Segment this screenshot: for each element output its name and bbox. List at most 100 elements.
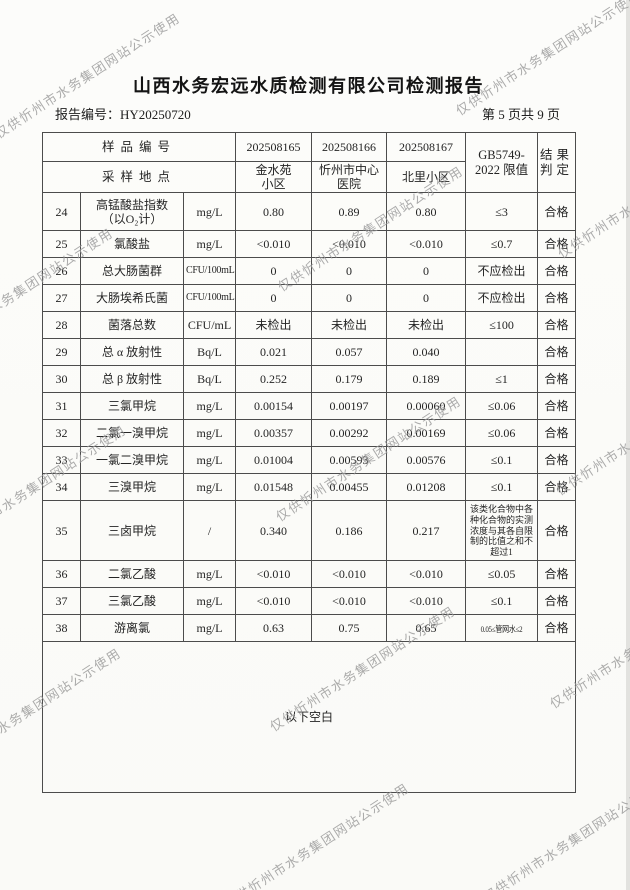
cell-value-sample1: <0.010	[235, 560, 313, 589]
cell-value-sample1: 0.00357	[235, 419, 313, 448]
cell-value-sample2: 0.00455	[311, 473, 388, 502]
results-table: 样品编号 202508165 202508166 202508167 GB574…	[41, 131, 577, 794]
cell-row-number: 32	[42, 419, 81, 448]
cell-parameter-name: 二氯一溴甲烷	[80, 419, 184, 448]
cell-result: 合格	[537, 500, 577, 562]
cell-value-sample3: 0	[386, 257, 467, 286]
cell-row-number: 29	[42, 338, 81, 367]
cell-row-number: 35	[42, 500, 81, 562]
header-row-sample-id: 样品编号 202508165 202508166 202508167 GB574…	[41, 131, 577, 194]
cell-row-number: 30	[42, 365, 81, 394]
cell-value-sample1: 0	[235, 257, 313, 286]
cell-limit	[465, 338, 539, 367]
cell-value-sample1: 未检出	[235, 311, 313, 340]
cell-unit: Bq/L	[182, 338, 237, 367]
cell-value-sample2: 0.186	[311, 500, 388, 562]
cell-parameter-name: 总 α 放射性	[80, 338, 184, 367]
cell-value-sample3: 0.00169	[386, 419, 467, 448]
cell-value-sample3: 0.00060	[386, 392, 467, 421]
cell-row-number: 28	[42, 311, 81, 340]
cell-result: 合格	[537, 473, 577, 502]
cell-result: 合格	[537, 338, 577, 367]
cell-parameter-name: 二氯乙酸	[80, 560, 184, 589]
cell-value-sample3: 0	[386, 284, 467, 313]
cell-row-number: 25	[42, 230, 81, 259]
cell-row-number: 37	[42, 587, 81, 616]
cell-parameter-name: 游离氯	[80, 614, 184, 643]
blank-row: 以下空白	[41, 641, 577, 794]
cell-parameter-name: 总大肠菌群	[80, 257, 184, 286]
cell-row-number: 26	[42, 257, 81, 286]
table-row: 32 二氯一溴甲烷 mg/L 0.00357 0.00292 0.00169 ≤0.06 合格	[42, 419, 577, 448]
cell-row-number: 36	[42, 560, 81, 589]
cell-value-sample3: <0.010	[386, 587, 467, 616]
cell-value-sample2: <0.010	[311, 587, 388, 616]
cell-value-sample2: 未检出	[311, 311, 388, 340]
cell-result: 合格	[537, 419, 577, 448]
cell-value-sample3: <0.010	[386, 560, 467, 589]
cell-value-sample3: 未检出	[386, 311, 467, 340]
cell-limit: ≤0.05	[465, 560, 539, 589]
cell-parameter-name: 三氯甲烷	[80, 392, 184, 421]
cell-value-sample2: 0.057	[311, 338, 388, 367]
page-title: 山西水务宏远水质检测有限公司检测报告	[133, 76, 484, 96]
cell-value-sample1: 0.63	[235, 614, 313, 643]
cell-unit: mg/L	[182, 392, 237, 421]
cell-value-sample2: 0	[311, 284, 388, 313]
table-row: 38 游离氯 mg/L 0.63 0.75 0.65 0.05≤管网水≤2 合格	[42, 614, 577, 643]
cell-row-number: 27	[42, 284, 81, 313]
cell-value-sample3: 0.040	[386, 338, 467, 367]
cell-result: 合格	[537, 230, 577, 259]
cell-limit: ≤0.06	[465, 419, 539, 448]
cell-value-sample2: 0.00197	[311, 392, 388, 421]
cell-unit: mg/L	[182, 560, 237, 589]
location-1: 金水苑 小区	[235, 160, 313, 194]
cell-result: 合格	[537, 365, 577, 394]
cell-value-sample3: <0.010	[386, 230, 467, 259]
cell-limit: 该类化合物中各种化合物的实测浓度与其各自限制的比值之和不超过1	[465, 500, 539, 562]
cell-unit: /	[182, 500, 237, 562]
table-row: 24 高锰酸盐指数 （以O₂计） mg/L 0.80 0.89 0.80 ≤3 合格	[42, 192, 577, 232]
table-body: 24 高锰酸盐指数 （以O₂计） mg/L 0.80 0.89 0.80 ≤3 合格 25 氯酸盐…	[41, 192, 577, 794]
cell-row-number: 33	[42, 446, 81, 475]
sample-id-2: 202508166	[311, 132, 388, 162]
cell-value-sample2: 0.00593	[311, 446, 388, 475]
cell-value-sample3: 0.01208	[386, 473, 467, 502]
cell-parameter-name: 三卤甲烷	[80, 500, 184, 562]
cell-unit: Bq/L	[182, 365, 237, 394]
result-column-header: 结果 判定	[537, 131, 577, 194]
sample-id-3: 202508167	[386, 132, 467, 162]
cell-limit: ≤0.06	[465, 392, 539, 421]
cell-result: 合格	[537, 614, 577, 643]
table-row: 35 三卤甲烷/0.340 0.186 0.217 该类化合物中各种化合物的实测浓度与其…	[42, 500, 577, 562]
cell-unit: mg/L	[182, 614, 237, 643]
table-row: 30 总 β 放射性 Bq/L 0.252 0.179 0.189 ≤1 合格	[42, 365, 577, 394]
cell-limit: 不应检出	[465, 257, 539, 286]
scan-page-edge	[626, 0, 630, 890]
cell-value-sample2: 0.00292	[311, 419, 388, 448]
cell-value-sample3: 0.80	[386, 192, 467, 232]
cell-result: 合格	[537, 257, 577, 286]
cell-value-sample1: 0.80	[235, 192, 313, 232]
cell-value-sample2: 0	[311, 257, 388, 286]
cell-parameter-name: 氯酸盐	[80, 230, 184, 259]
cell-value-sample1: 0.252	[235, 365, 313, 394]
table-header: 样品编号 202508165 202508166 202508167 GB574…	[41, 131, 577, 194]
table-row: 27 大肠埃希氏菌 CFU/100mL 0 0 0 不应检出 合格	[42, 284, 577, 313]
table-row: 36 二氯乙酸 mg/L <0.010 <0.010 <0.010 ≤0.05 合格	[42, 560, 577, 589]
cell-parameter-name: 三氯乙酸	[80, 587, 184, 616]
report-number-value: HY20250720	[120, 107, 191, 122]
cell-result: 合格	[537, 587, 577, 616]
table-row: 33 一氯二溴甲烷 mg/L 0.01004 0.00593 0.00576 ≤0.1 合格	[42, 446, 577, 475]
cell-value-sample2: <0.010	[311, 560, 388, 589]
cell-unit: mg/L	[182, 230, 237, 259]
cell-value-sample2: 0.75	[311, 614, 388, 643]
cell-value-sample1: 0.01004	[235, 446, 313, 475]
cell-limit: ≤0.1	[465, 473, 539, 502]
cell-parameter-name: 三溴甲烷	[80, 473, 184, 502]
cell-parameter-name: 一氯二溴甲烷	[80, 446, 184, 475]
cell-value-sample2: <0.010	[311, 230, 388, 259]
cell-parameter-name: 高锰酸盐指数 （以O₂计）	[80, 192, 184, 232]
watermark-text: 仅供忻州市水务集团网站公示使用	[221, 780, 412, 890]
